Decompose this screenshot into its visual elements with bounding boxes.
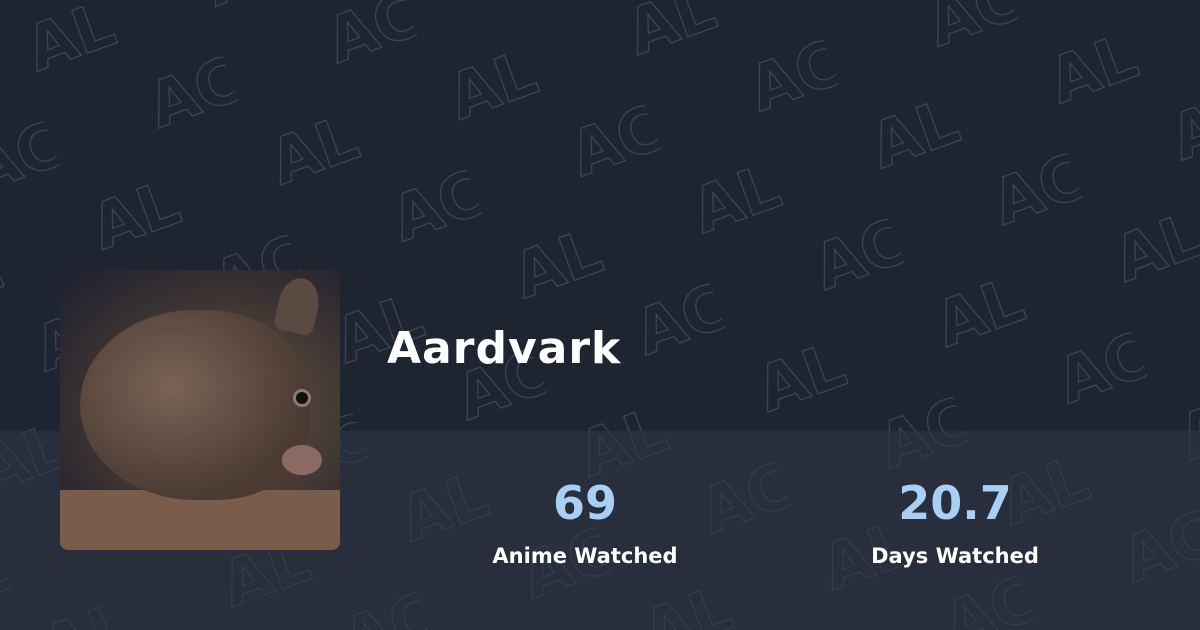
stat-value: 20.7 [898,476,1012,530]
avatar [60,270,340,550]
stat-label: Days Watched [871,544,1039,568]
stat-value: 69 [552,476,617,530]
stat-anime-watched: 69 Anime Watched [465,476,705,568]
username: Aardvark [387,323,622,374]
stat-label: Anime Watched [492,544,678,568]
stat-days-watched: 20.7 Days Watched [835,476,1075,568]
